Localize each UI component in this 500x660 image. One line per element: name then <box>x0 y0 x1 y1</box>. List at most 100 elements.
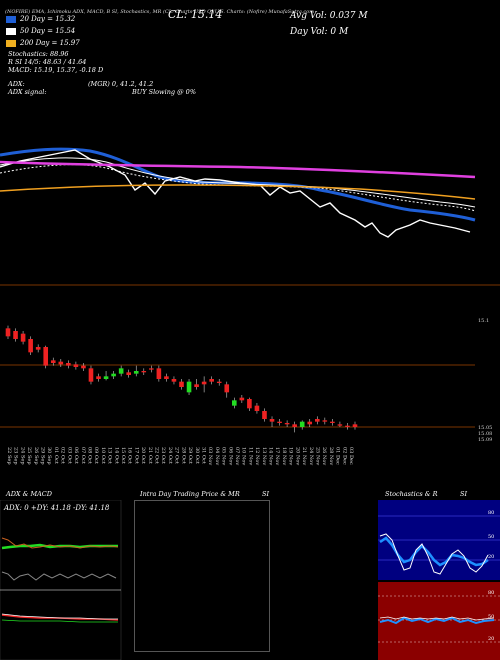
candle-down <box>194 384 199 387</box>
candle-down <box>126 372 131 375</box>
date-tick-label: 30 Sep <box>46 447 52 465</box>
date-tick-label: 19 Nov <box>288 447 294 465</box>
header-ticker-line: (NOFIRE) EMA, Ichimoku ADX, MACD, B SI, … <box>5 9 314 15</box>
candle-down <box>209 379 214 382</box>
candle-down <box>13 331 18 339</box>
candle-down <box>330 421 335 423</box>
candlestick-chart: 15.1 15.05 15.08 15.09 <box>0 318 492 443</box>
date-tick-label: 31 Oct <box>200 447 206 464</box>
stoch-rsi-panel: 80 50 20 80 50 20 <box>378 500 500 660</box>
candles-group <box>5 325 358 433</box>
candle-down <box>284 423 290 425</box>
average-volume: Avg Vol: 0.037 M <box>290 11 368 21</box>
rsi-white-line <box>379 616 495 621</box>
date-axis: 22 Sep 23 Sep 24 Sep 25 Sep 26 Sep 29 Sep 30 S… <box>6 447 354 465</box>
rsi-tick-50: 50 <box>488 614 494 620</box>
date-tick-label: 26 Nov <box>321 447 327 465</box>
date-tick-label: 21 Oct <box>147 447 153 464</box>
candle-up <box>232 400 237 406</box>
date-tick-label: 25 Nov <box>314 447 320 465</box>
candle-up <box>133 371 139 374</box>
adx-panel-frame <box>0 500 122 660</box>
date-tick-label: 20 Oct <box>140 447 146 464</box>
adx-macd-panel: ADX: 0 +DY: 41.18 -DY: 41.18 <box>0 500 122 660</box>
candle-down <box>73 364 79 367</box>
ma200-label: 200 Day = 15.97 <box>20 39 80 47</box>
date-tick-label: 29 Sep <box>40 447 46 465</box>
date-tick-label: 03 Oct <box>66 447 72 464</box>
date-tick-label: 16 Oct <box>127 447 133 464</box>
candle-down <box>88 368 94 382</box>
macd-green-line <box>1 619 118 623</box>
date-tick-label: 05 Nov <box>221 447 227 465</box>
candle-down <box>352 424 358 427</box>
candle-down <box>81 365 86 369</box>
adx-reading: ADX: 0 +DY: 41.18 -DY: 41.18 <box>3 504 110 512</box>
candle-down <box>292 424 297 427</box>
macd-signal-line <box>1 613 118 620</box>
intraday-panel-right: SI <box>262 490 270 498</box>
candle-down <box>224 384 230 393</box>
date-tick-label: 08 Oct <box>86 447 92 464</box>
adx-minus-line <box>1 537 119 549</box>
stoch-d-line <box>379 533 489 575</box>
date-tick-label: 22 Sep <box>6 447 12 465</box>
intraday-chart-area <box>134 500 270 652</box>
magenta-line <box>0 160 476 179</box>
moving-average-chart <box>0 147 500 286</box>
ema200-line <box>0 184 476 200</box>
stoch-panel-right: SI <box>460 490 468 498</box>
date-tick-label: 13 Oct <box>107 447 113 464</box>
ma50-swatch <box>6 27 16 35</box>
price-line <box>0 149 471 238</box>
ma50-label: 50 Day = 15.54 <box>20 27 76 35</box>
candle-down <box>216 381 222 383</box>
date-tick-label: 06 Nov <box>227 447 233 465</box>
date-tick-label: 03 Nov <box>207 447 213 465</box>
date-tick-label: 25 Sep <box>26 447 32 465</box>
close-price-label: CL: 15.14 <box>168 8 223 21</box>
intraday-panel-title: Intra Day Trading Price & MR <box>140 490 240 498</box>
date-tick-label: 18 Nov <box>281 447 287 465</box>
stoch-tick-20: 20 <box>488 554 494 560</box>
date-tick-label: 06 Oct <box>73 447 79 464</box>
date-labels-group: 22 Sep 23 Sep 24 Sep 25 Sep 26 Sep 29 Sep 30 S… <box>6 447 354 465</box>
candle-down <box>5 328 11 337</box>
ma-legend-200: 200 Day = 15.97 <box>6 39 80 47</box>
date-tick-label: 17 Oct <box>133 447 139 464</box>
date-tick-label: 13 Nov <box>261 447 267 465</box>
candle-up <box>118 368 124 374</box>
candle-down <box>58 361 64 365</box>
candle-down <box>314 419 320 422</box>
date-tick-label: 24 Nov <box>308 447 314 465</box>
candle-down <box>322 420 328 422</box>
adx-plus-line <box>1 543 118 550</box>
candle-up <box>299 421 305 427</box>
price-label-3: 15.09 <box>478 437 492 443</box>
day-volume: Day Vol: 0 M <box>290 27 349 37</box>
candle-down <box>149 368 154 370</box>
adx-signal-value: BUY Slowing @ 0% <box>132 88 196 96</box>
candle-down <box>262 411 267 419</box>
macd-reading: MACD: 15.19, 15.37, -0.18 D <box>8 66 104 74</box>
date-tick-label: 29 Oct <box>187 447 193 464</box>
price-label-2: 15.08 <box>478 431 492 437</box>
ma-legend-20: 20 Day = 15.32 <box>6 15 75 23</box>
rsi-tick-20: 20 <box>488 636 494 642</box>
candle-down <box>20 333 26 342</box>
candle-down <box>141 371 147 373</box>
date-tick-label: 20 Nov <box>294 447 300 465</box>
date-tick-label: 26 Sep <box>33 447 39 465</box>
date-tick-label: 12 Nov <box>254 447 260 465</box>
date-tick-label: 07 Nov <box>234 447 240 465</box>
price-label-1: 15.05 <box>478 425 492 431</box>
rsi-tick-80: 80 <box>488 590 494 596</box>
candle-down <box>43 347 49 366</box>
date-tick-label: 17 Nov <box>274 447 280 465</box>
candle-up <box>111 373 116 377</box>
ma200-swatch <box>6 39 16 47</box>
date-tick-label: 14 Oct <box>113 447 119 464</box>
ma20-label: 20 Day = 15.32 <box>20 15 76 23</box>
ma20-swatch <box>6 15 16 23</box>
date-tick-label: 02 Oct <box>60 447 66 464</box>
